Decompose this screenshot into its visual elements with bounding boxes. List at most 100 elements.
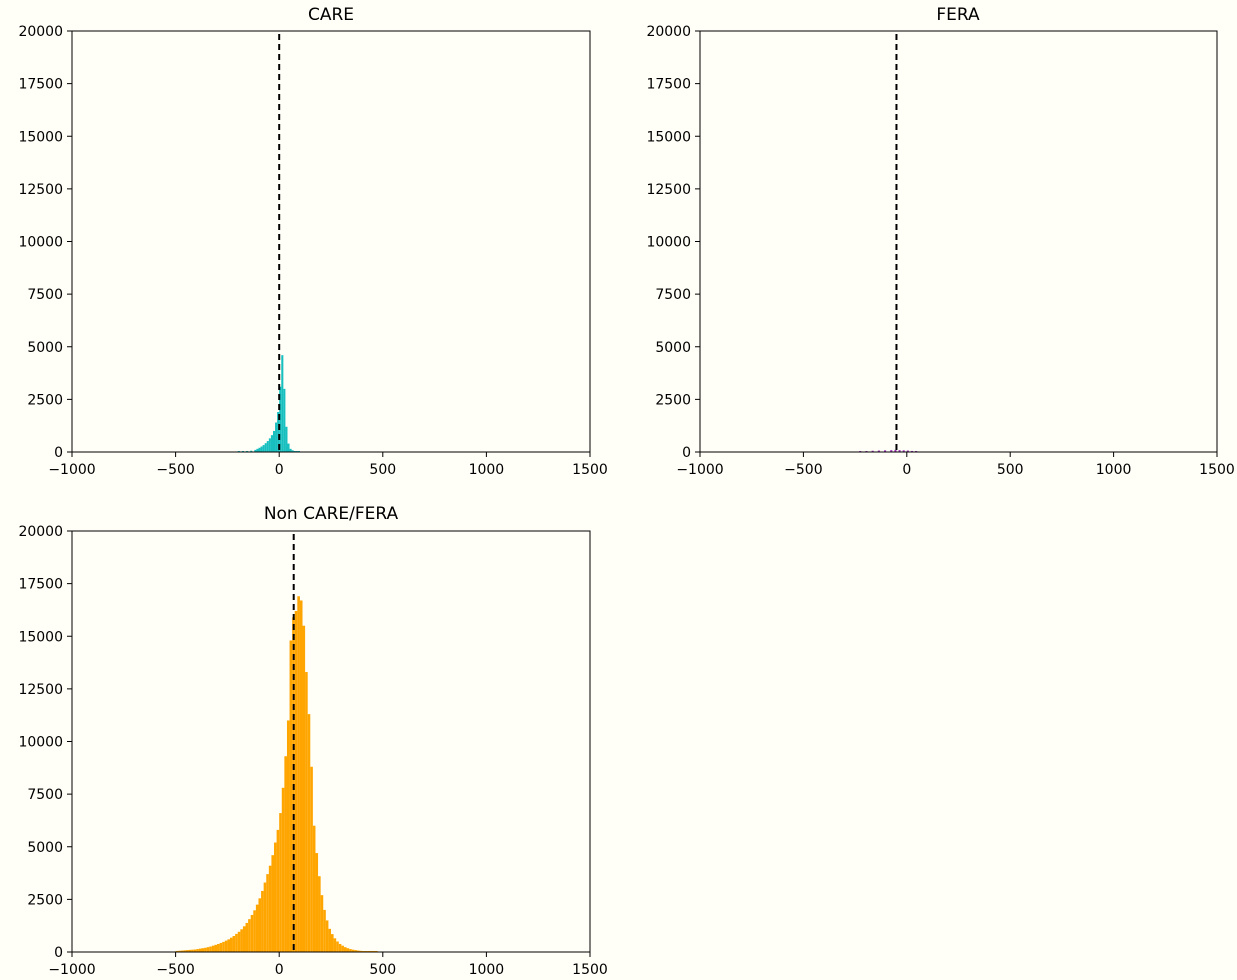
non-care-fera-bar	[338, 944, 342, 952]
non-care-fera-x-tick-label: 500	[369, 962, 396, 978]
fera-y-tick-label: 2500	[655, 392, 691, 408]
non-care-fera-bar	[193, 949, 197, 952]
non-care-fera-bar	[222, 941, 225, 952]
non-care-fera-bar	[258, 898, 262, 952]
care-bar	[291, 450, 294, 452]
non-care-fera-bar	[312, 825, 316, 952]
non-care-fera-bar	[276, 829, 280, 952]
care-y-tick-label: 7500	[27, 287, 63, 303]
non-care-fera-y-tick-label: 0	[54, 945, 63, 961]
non-care-fera-bar	[343, 947, 347, 952]
non-care-fera-x-tick-label: −1000	[48, 962, 95, 978]
care-x-tick-label: −1000	[48, 462, 95, 478]
non-care-fera-bar	[178, 950, 181, 952]
non-care-fera-y-tick-label: 7500	[27, 787, 63, 803]
care-bar	[268, 438, 271, 452]
fera-bar	[910, 450, 914, 452]
care-y-tick-label: 10000	[18, 235, 63, 251]
non-care-fera-bar	[261, 890, 264, 952]
non-care-fera-bar	[302, 625, 306, 952]
fera-y-tick-label: 20000	[646, 24, 691, 40]
fera-title: FERA	[936, 5, 980, 25]
non-care-fera-bar	[250, 914, 254, 952]
non-care-fera-bar	[235, 933, 238, 952]
non-care-fera-bar	[294, 610, 298, 952]
non-care-fera-bar	[279, 813, 282, 952]
fera-y-tick-label: 15000	[646, 129, 691, 145]
non-care-fera-bar	[253, 910, 256, 952]
non-care-fera-bar	[299, 600, 303, 952]
non-care-fera-bar	[305, 672, 308, 952]
non-care-fera-panel: Non CARE/FERA −1000 −500 0 500 1000 150002500…	[18, 504, 607, 978]
non-care-fera-bar	[198, 948, 202, 952]
fera-bar	[902, 450, 905, 452]
non-care-fera-bar	[204, 947, 207, 952]
care-y-tick-label: 20000	[18, 24, 63, 40]
care-bar	[270, 435, 273, 452]
non-care-fera-bar	[286, 720, 290, 952]
care-bar	[254, 449, 257, 452]
non-care-fera-bar	[331, 934, 334, 952]
care-bar	[281, 355, 284, 452]
non-care-fera-bar	[318, 876, 321, 952]
non-care-fera-y-tick-label: 12500	[18, 682, 63, 698]
fera-x-tick-label: 500	[997, 462, 1024, 478]
non-care-fera-y-tick-label: 15000	[18, 629, 63, 645]
non-care-fera-bar	[263, 882, 267, 952]
non-care-fera-bar	[206, 947, 210, 952]
non-care-fera-bar	[274, 842, 277, 952]
non-care-fera-bar	[183, 950, 186, 952]
non-care-fera-x-tick-label: 0	[275, 962, 284, 978]
care-bar	[272, 430, 276, 452]
fera-y-tick-label: 7500	[655, 287, 691, 303]
non-care-fera-bar	[237, 931, 241, 952]
care-x-tick-label: 1000	[469, 462, 505, 478]
care-y-tick-label: 12500	[18, 182, 63, 198]
care-y-tick-label: 17500	[18, 77, 63, 93]
care-y-tick-label: 5000	[27, 340, 63, 356]
fera-x-tick-label: 1000	[1096, 462, 1132, 478]
fera-y-tick-label: 0	[682, 445, 691, 461]
fera-y-tick-label: 12500	[646, 182, 691, 198]
non-care-fera-bar	[271, 855, 275, 952]
non-care-fera-bar	[229, 937, 233, 952]
fera-x-tick-label: 0	[902, 462, 911, 478]
fera-bar	[894, 449, 897, 452]
fera-bar	[877, 450, 880, 452]
fera-bar	[890, 450, 893, 452]
fera-panel: FERA −1000 −500 0 500 1000 150002500500075001…	[646, 5, 1234, 478]
non-care-fera-bar	[255, 904, 259, 952]
non-care-fera-y-tick-label: 20000	[18, 524, 63, 540]
non-care-fera-y-tick-label: 2500	[27, 892, 63, 908]
care-bar	[277, 412, 280, 452]
non-care-fera-bar	[359, 950, 363, 952]
non-care-fera-bar	[356, 950, 360, 952]
non-care-fera-bar	[232, 936, 236, 952]
non-care-fera-bars	[175, 596, 378, 952]
non-care-fera-bar	[336, 941, 339, 952]
non-care-fera-bar	[281, 787, 285, 952]
non-care-fera-bar	[268, 865, 272, 952]
care-bar	[275, 422, 278, 452]
non-care-fera-bar	[209, 946, 212, 952]
non-care-fera-bar	[224, 940, 228, 952]
non-care-fera-bar	[245, 922, 249, 952]
care-bar	[285, 426, 288, 452]
non-care-fera-bar	[240, 929, 243, 952]
care-y-tick-label: 0	[54, 445, 63, 461]
care-bar	[289, 448, 292, 452]
non-care-fera-bar	[320, 895, 324, 952]
care-bar	[260, 446, 263, 452]
fera-bar	[884, 450, 887, 452]
non-care-fera-bar	[180, 950, 184, 952]
care-bar	[266, 441, 269, 452]
care-bar	[262, 445, 265, 452]
non-care-fera-bar	[211, 945, 215, 952]
care-bar	[256, 448, 259, 452]
non-care-fera-bar	[191, 949, 194, 952]
care-x-tick-label: 0	[275, 462, 284, 478]
fera-x-tick-label: 1500	[1199, 462, 1235, 478]
non-care-fera-bar	[289, 640, 293, 952]
